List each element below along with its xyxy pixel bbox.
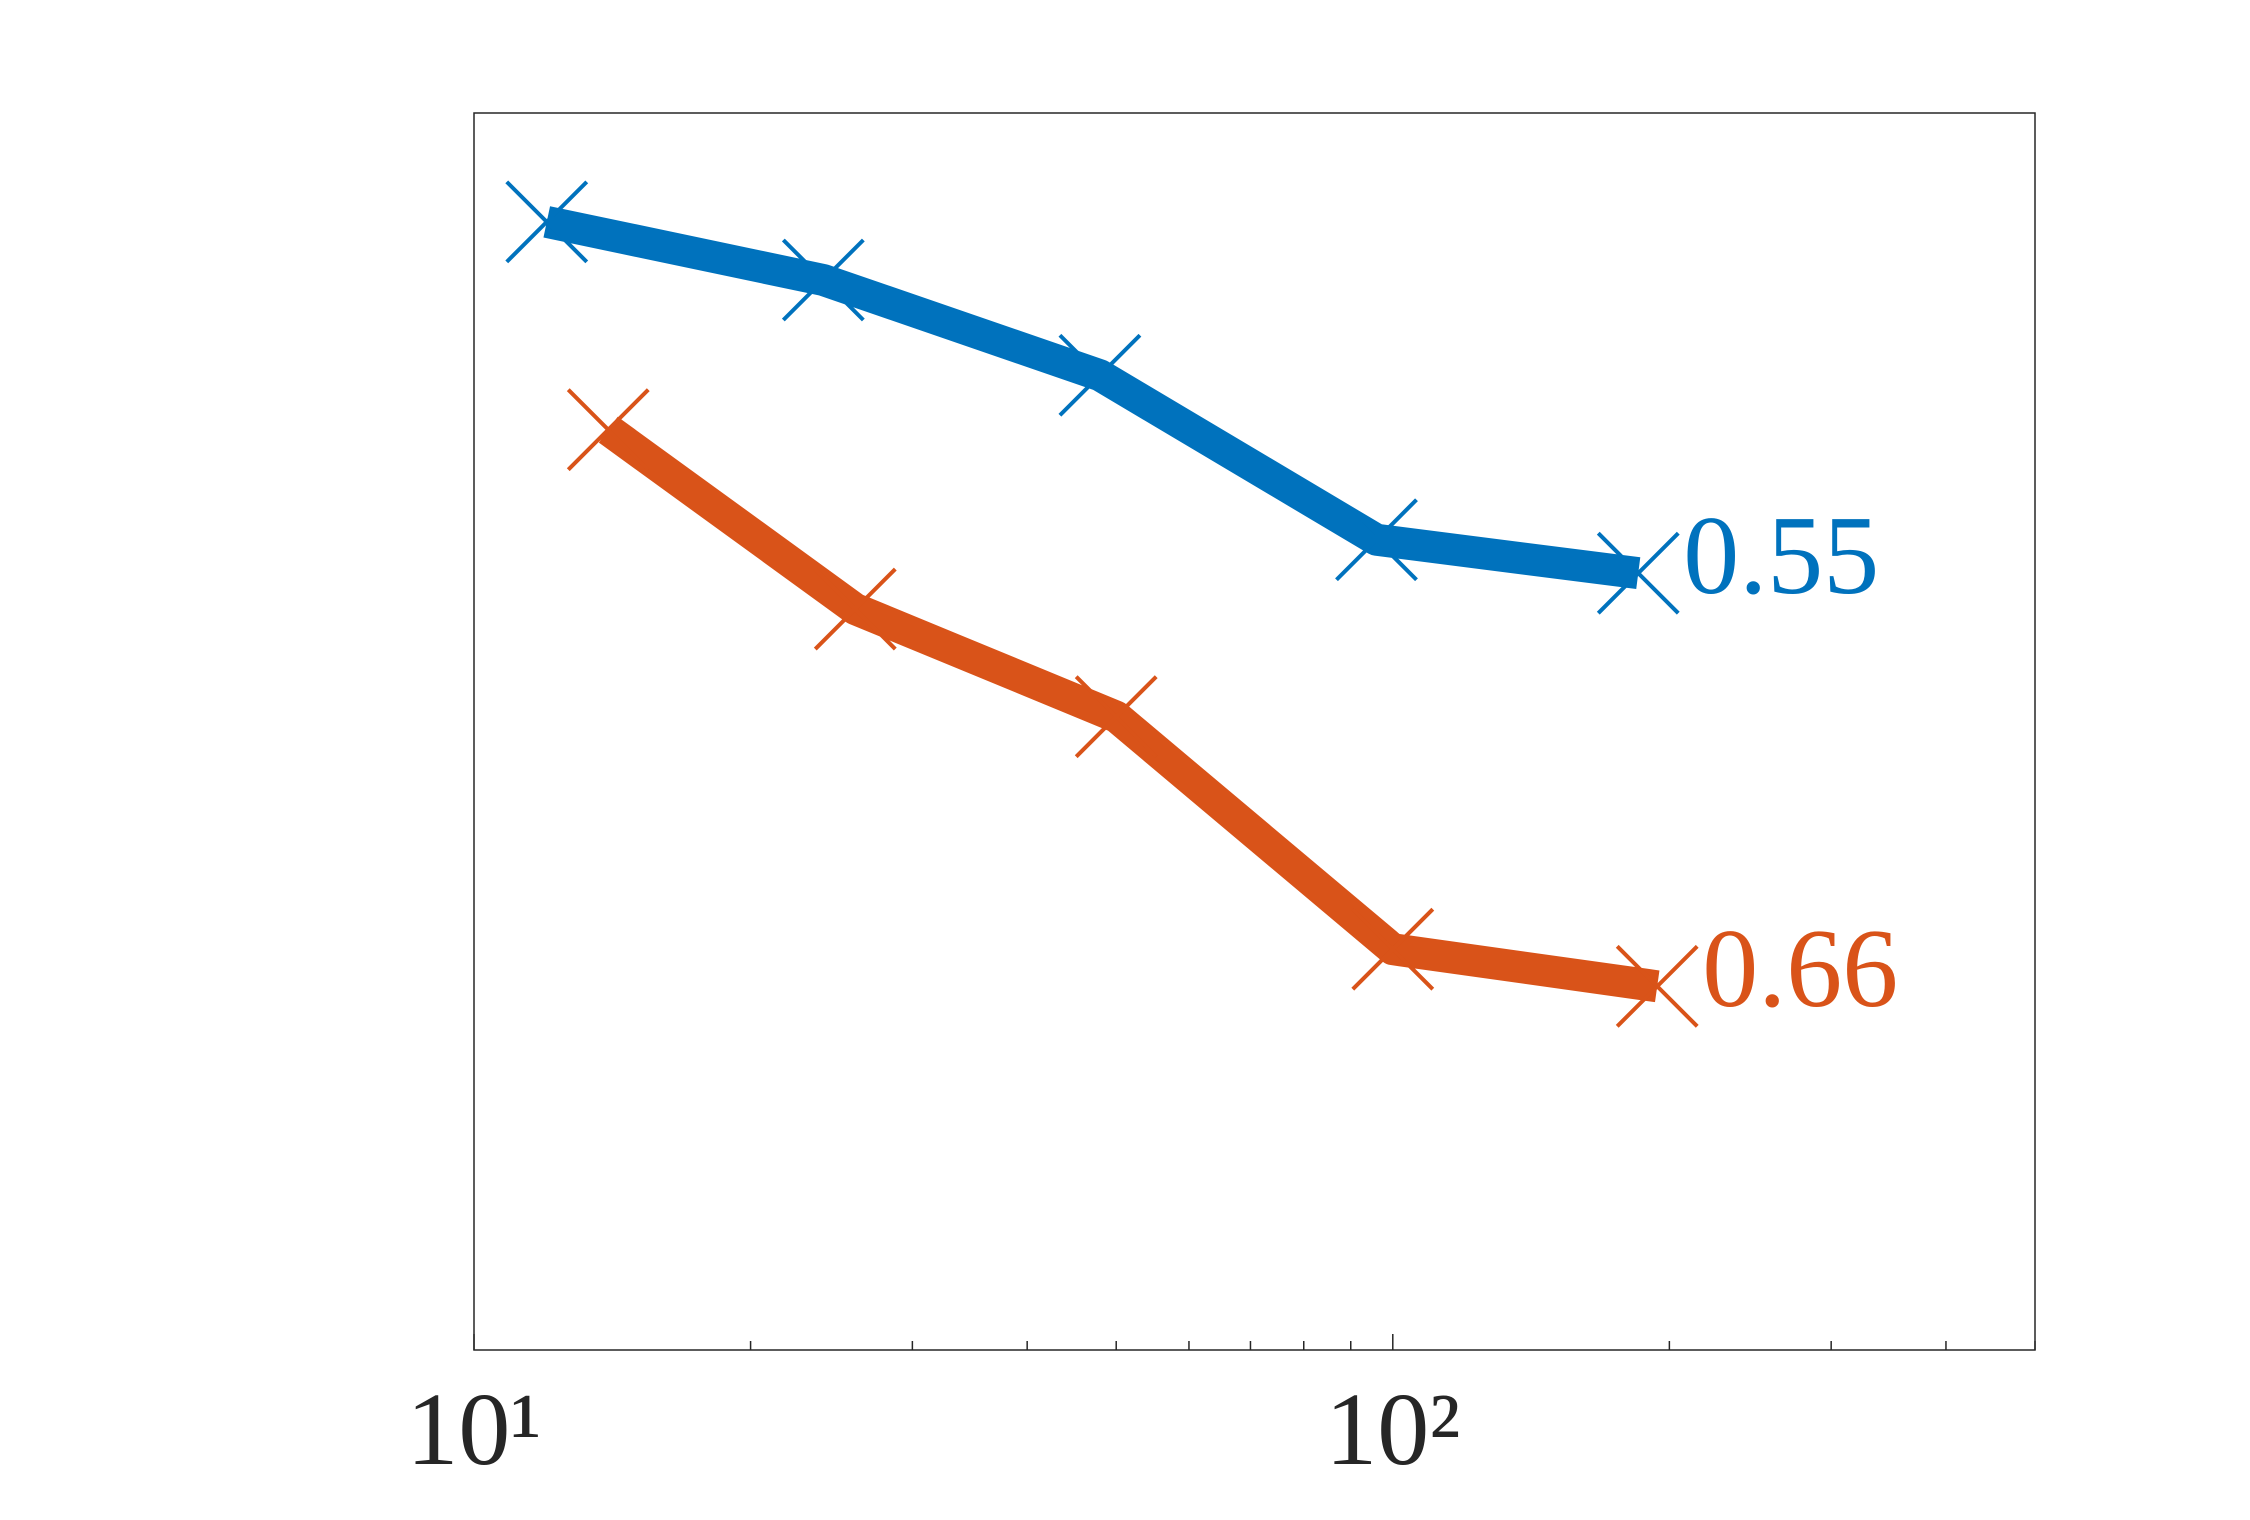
marker bbox=[1335, 498, 1418, 582]
marker bbox=[1596, 531, 1680, 615]
marker bbox=[781, 238, 865, 322]
slope-label: 0.55 bbox=[1683, 494, 1879, 618]
marker bbox=[1058, 333, 1142, 417]
marker bbox=[566, 388, 650, 472]
marker bbox=[813, 567, 897, 651]
x-tick-label: 10² bbox=[1325, 1372, 1460, 1487]
marker bbox=[505, 180, 589, 264]
marker bbox=[1351, 907, 1435, 991]
plot-frame bbox=[473, 112, 2036, 1351]
marker bbox=[1615, 944, 1699, 1028]
marker bbox=[1074, 675, 1158, 759]
slope-label: 0.66 bbox=[1702, 907, 1898, 1031]
x-tick-label: 10¹ bbox=[406, 1372, 541, 1487]
